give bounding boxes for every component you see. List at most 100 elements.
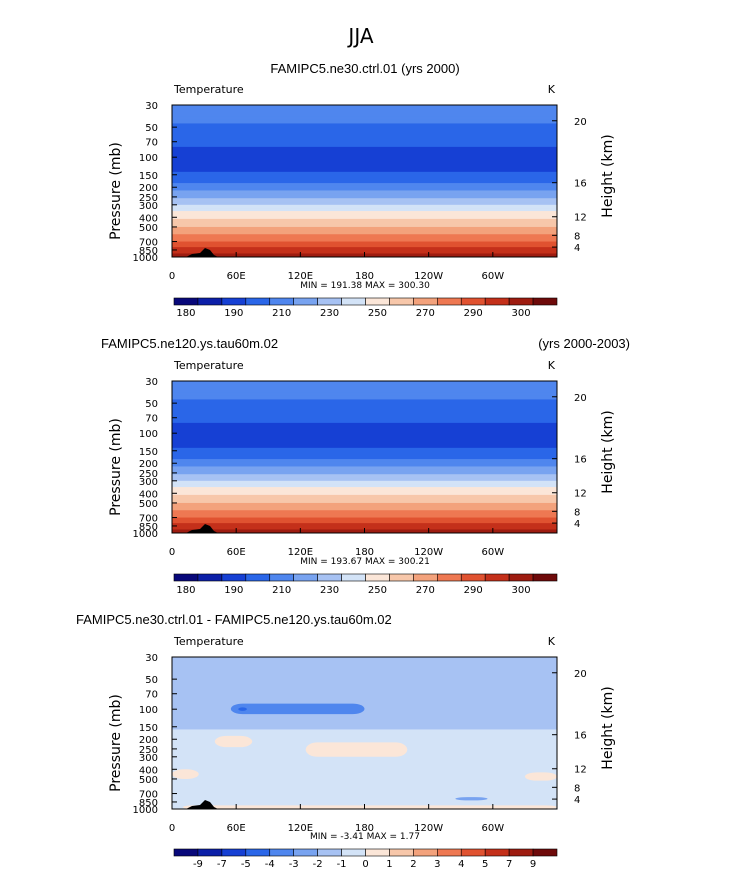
temperature-band <box>172 474 557 477</box>
y-tick-label: 100 <box>139 153 158 164</box>
y-tick-label: 50 <box>145 399 158 410</box>
temperature-band <box>172 222 557 225</box>
colorbar-box <box>484 848 510 857</box>
colorbar-box <box>221 297 247 306</box>
temperature-band <box>172 430 557 434</box>
y-tick-label: 400 <box>139 213 158 224</box>
temperature-band <box>172 195 557 198</box>
temperature-band <box>172 188 557 192</box>
y-tick-label: 850 <box>139 522 158 533</box>
x-tick-label: 60W <box>482 547 505 558</box>
y-right-tick-label: 12 <box>574 213 587 224</box>
anomaly-region <box>455 797 488 801</box>
temperature-band <box>172 190 557 193</box>
y-tick-label: 100 <box>139 705 158 716</box>
colorbar-box <box>365 297 390 306</box>
figure-suptitle: JJA <box>346 24 373 48</box>
colorbar-box <box>508 848 534 857</box>
temperature-band <box>172 525 557 528</box>
y-right-tick-label: 20 <box>574 393 587 404</box>
temperature-band <box>172 171 557 176</box>
y-axis-title: Pressure (mb) <box>108 142 124 240</box>
x-tick-label: 120E <box>288 547 313 558</box>
temperature-band <box>172 384 557 389</box>
colorbar-box <box>245 848 271 857</box>
min-max-stats: MIN = 193.67 MAX = 300.21 <box>300 557 430 567</box>
temperature-band <box>172 231 557 235</box>
temperature-band <box>172 229 557 233</box>
temperature-band <box>172 466 557 469</box>
colorbar-label: 210 <box>272 308 291 319</box>
temperature-band <box>172 223 557 226</box>
colorbar-box <box>413 297 438 306</box>
y-tick-label: 70 <box>145 138 158 149</box>
temperature-band <box>172 408 557 412</box>
x-tick-label: 60W <box>482 271 505 282</box>
y-right-tick-label: 12 <box>574 765 587 776</box>
terrain-silhouette <box>186 800 218 809</box>
colorbar-box <box>413 848 438 857</box>
temperature-band <box>172 139 557 143</box>
temperature-band <box>172 517 557 520</box>
colorbar-box <box>221 848 247 857</box>
temperature-band <box>172 215 557 218</box>
colorbar-box <box>317 848 342 857</box>
y-tick-label: 30 <box>145 377 158 388</box>
variable-label: Temperature <box>173 635 244 648</box>
temperature-band <box>172 132 557 136</box>
temperature-band <box>172 160 557 164</box>
panel-2: FAMIPC5.ne120.ys.tau60m.02 (yrs 2000-2003… <box>101 336 630 596</box>
temperature-band <box>172 217 557 220</box>
y-tick-label: 850 <box>139 246 158 257</box>
anomaly-region <box>214 735 253 748</box>
temperature-band <box>172 196 557 199</box>
temperature-band <box>172 457 557 460</box>
temperature-band <box>172 144 557 148</box>
y-right-tick-label: 20 <box>574 117 587 128</box>
temperature-band <box>172 415 557 419</box>
temperature-band <box>172 428 557 432</box>
y-tick-label: 250 <box>139 469 158 480</box>
temperature-band <box>172 146 557 151</box>
colorbar-label: 270 <box>416 308 435 319</box>
temperature-band <box>172 174 557 178</box>
temperature-band <box>172 412 557 416</box>
y-tick-label: 30 <box>145 653 158 664</box>
temperature-band <box>172 154 557 158</box>
temperature-band <box>172 178 557 182</box>
temperature-band <box>172 461 557 464</box>
temperature-band <box>172 192 557 195</box>
y-right-tick-label: 4 <box>574 519 580 530</box>
y-tick-label: 250 <box>139 193 158 204</box>
y-right-tick-label: 4 <box>574 795 580 806</box>
temperature-band <box>172 241 557 244</box>
temperature-band <box>172 459 557 462</box>
temperature-band <box>172 395 557 401</box>
colorbar-box <box>413 573 438 582</box>
y-tick-label: 150 <box>139 723 158 734</box>
y-tick-label: 500 <box>139 223 158 234</box>
temperature-band <box>172 213 557 216</box>
colorbar-label: 2 <box>410 859 416 870</box>
y-right-tick-label: 16 <box>574 731 587 742</box>
x-tick-label: 0 <box>169 823 175 834</box>
x-tick-label: 60W <box>482 823 505 834</box>
temperature-band <box>172 108 557 113</box>
y-tick-label: 300 <box>139 201 158 212</box>
temperature-band <box>172 501 557 504</box>
temperature-band <box>172 141 557 145</box>
temperature-band <box>172 203 557 206</box>
colorbar-label: 290 <box>464 308 483 319</box>
colorbar-box <box>269 573 294 582</box>
temperature-band <box>172 452 557 456</box>
colorbar-box <box>460 848 486 857</box>
colorbar-box <box>341 297 366 306</box>
colorbar-box <box>341 573 366 582</box>
temperature-band <box>172 454 557 458</box>
temperature-band <box>172 489 557 492</box>
temperature-band <box>172 491 557 494</box>
temperature-band <box>172 193 557 196</box>
y-tick-label: 500 <box>139 499 158 510</box>
temperature-band <box>172 200 557 203</box>
y-right-tick-label: 4 <box>574 243 580 254</box>
